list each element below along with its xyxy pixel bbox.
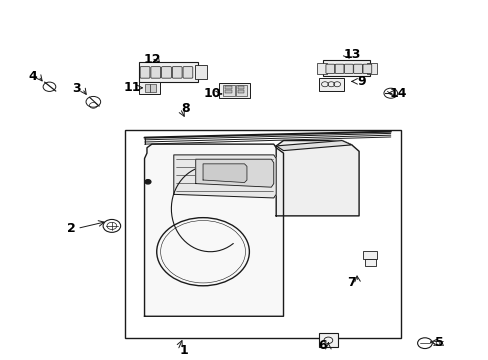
Text: 7: 7 — [346, 276, 355, 289]
FancyBboxPatch shape — [161, 67, 171, 78]
FancyBboxPatch shape — [238, 86, 244, 89]
Text: 9: 9 — [356, 75, 365, 88]
Text: 11: 11 — [123, 81, 141, 94]
FancyBboxPatch shape — [238, 90, 244, 93]
Polygon shape — [195, 159, 273, 187]
FancyBboxPatch shape — [150, 84, 156, 92]
FancyBboxPatch shape — [194, 64, 207, 79]
Polygon shape — [173, 155, 276, 198]
FancyBboxPatch shape — [183, 67, 192, 78]
Polygon shape — [276, 140, 351, 150]
Text: 12: 12 — [143, 53, 160, 66]
Text: 13: 13 — [343, 48, 360, 61]
FancyBboxPatch shape — [325, 64, 334, 73]
FancyBboxPatch shape — [363, 251, 376, 258]
FancyBboxPatch shape — [353, 64, 362, 73]
FancyBboxPatch shape — [323, 60, 369, 76]
Text: 14: 14 — [388, 87, 406, 100]
FancyBboxPatch shape — [319, 78, 344, 91]
Text: 4: 4 — [28, 69, 37, 82]
FancyBboxPatch shape — [139, 82, 160, 94]
FancyBboxPatch shape — [223, 85, 234, 96]
Text: 6: 6 — [318, 339, 326, 352]
FancyBboxPatch shape — [344, 64, 352, 73]
Text: 10: 10 — [203, 87, 221, 100]
Polygon shape — [144, 144, 283, 316]
FancyBboxPatch shape — [140, 67, 150, 78]
FancyBboxPatch shape — [172, 67, 182, 78]
FancyBboxPatch shape — [151, 67, 160, 78]
Bar — [125, 130, 400, 338]
FancyBboxPatch shape — [364, 259, 375, 266]
FancyBboxPatch shape — [366, 63, 376, 74]
Text: 3: 3 — [72, 82, 81, 95]
Text: 5: 5 — [434, 336, 443, 348]
Text: 8: 8 — [182, 102, 190, 115]
Polygon shape — [203, 164, 246, 183]
Circle shape — [145, 180, 151, 184]
FancyBboxPatch shape — [235, 85, 247, 96]
Text: 2: 2 — [67, 222, 76, 235]
FancyBboxPatch shape — [317, 63, 326, 74]
FancyBboxPatch shape — [225, 86, 231, 89]
FancyBboxPatch shape — [144, 84, 150, 92]
FancyBboxPatch shape — [219, 83, 250, 98]
FancyBboxPatch shape — [362, 64, 371, 73]
Polygon shape — [276, 140, 358, 216]
FancyBboxPatch shape — [225, 90, 231, 93]
FancyBboxPatch shape — [318, 333, 337, 347]
FancyBboxPatch shape — [334, 64, 343, 73]
FancyBboxPatch shape — [139, 62, 198, 82]
Text: 1: 1 — [179, 344, 187, 357]
